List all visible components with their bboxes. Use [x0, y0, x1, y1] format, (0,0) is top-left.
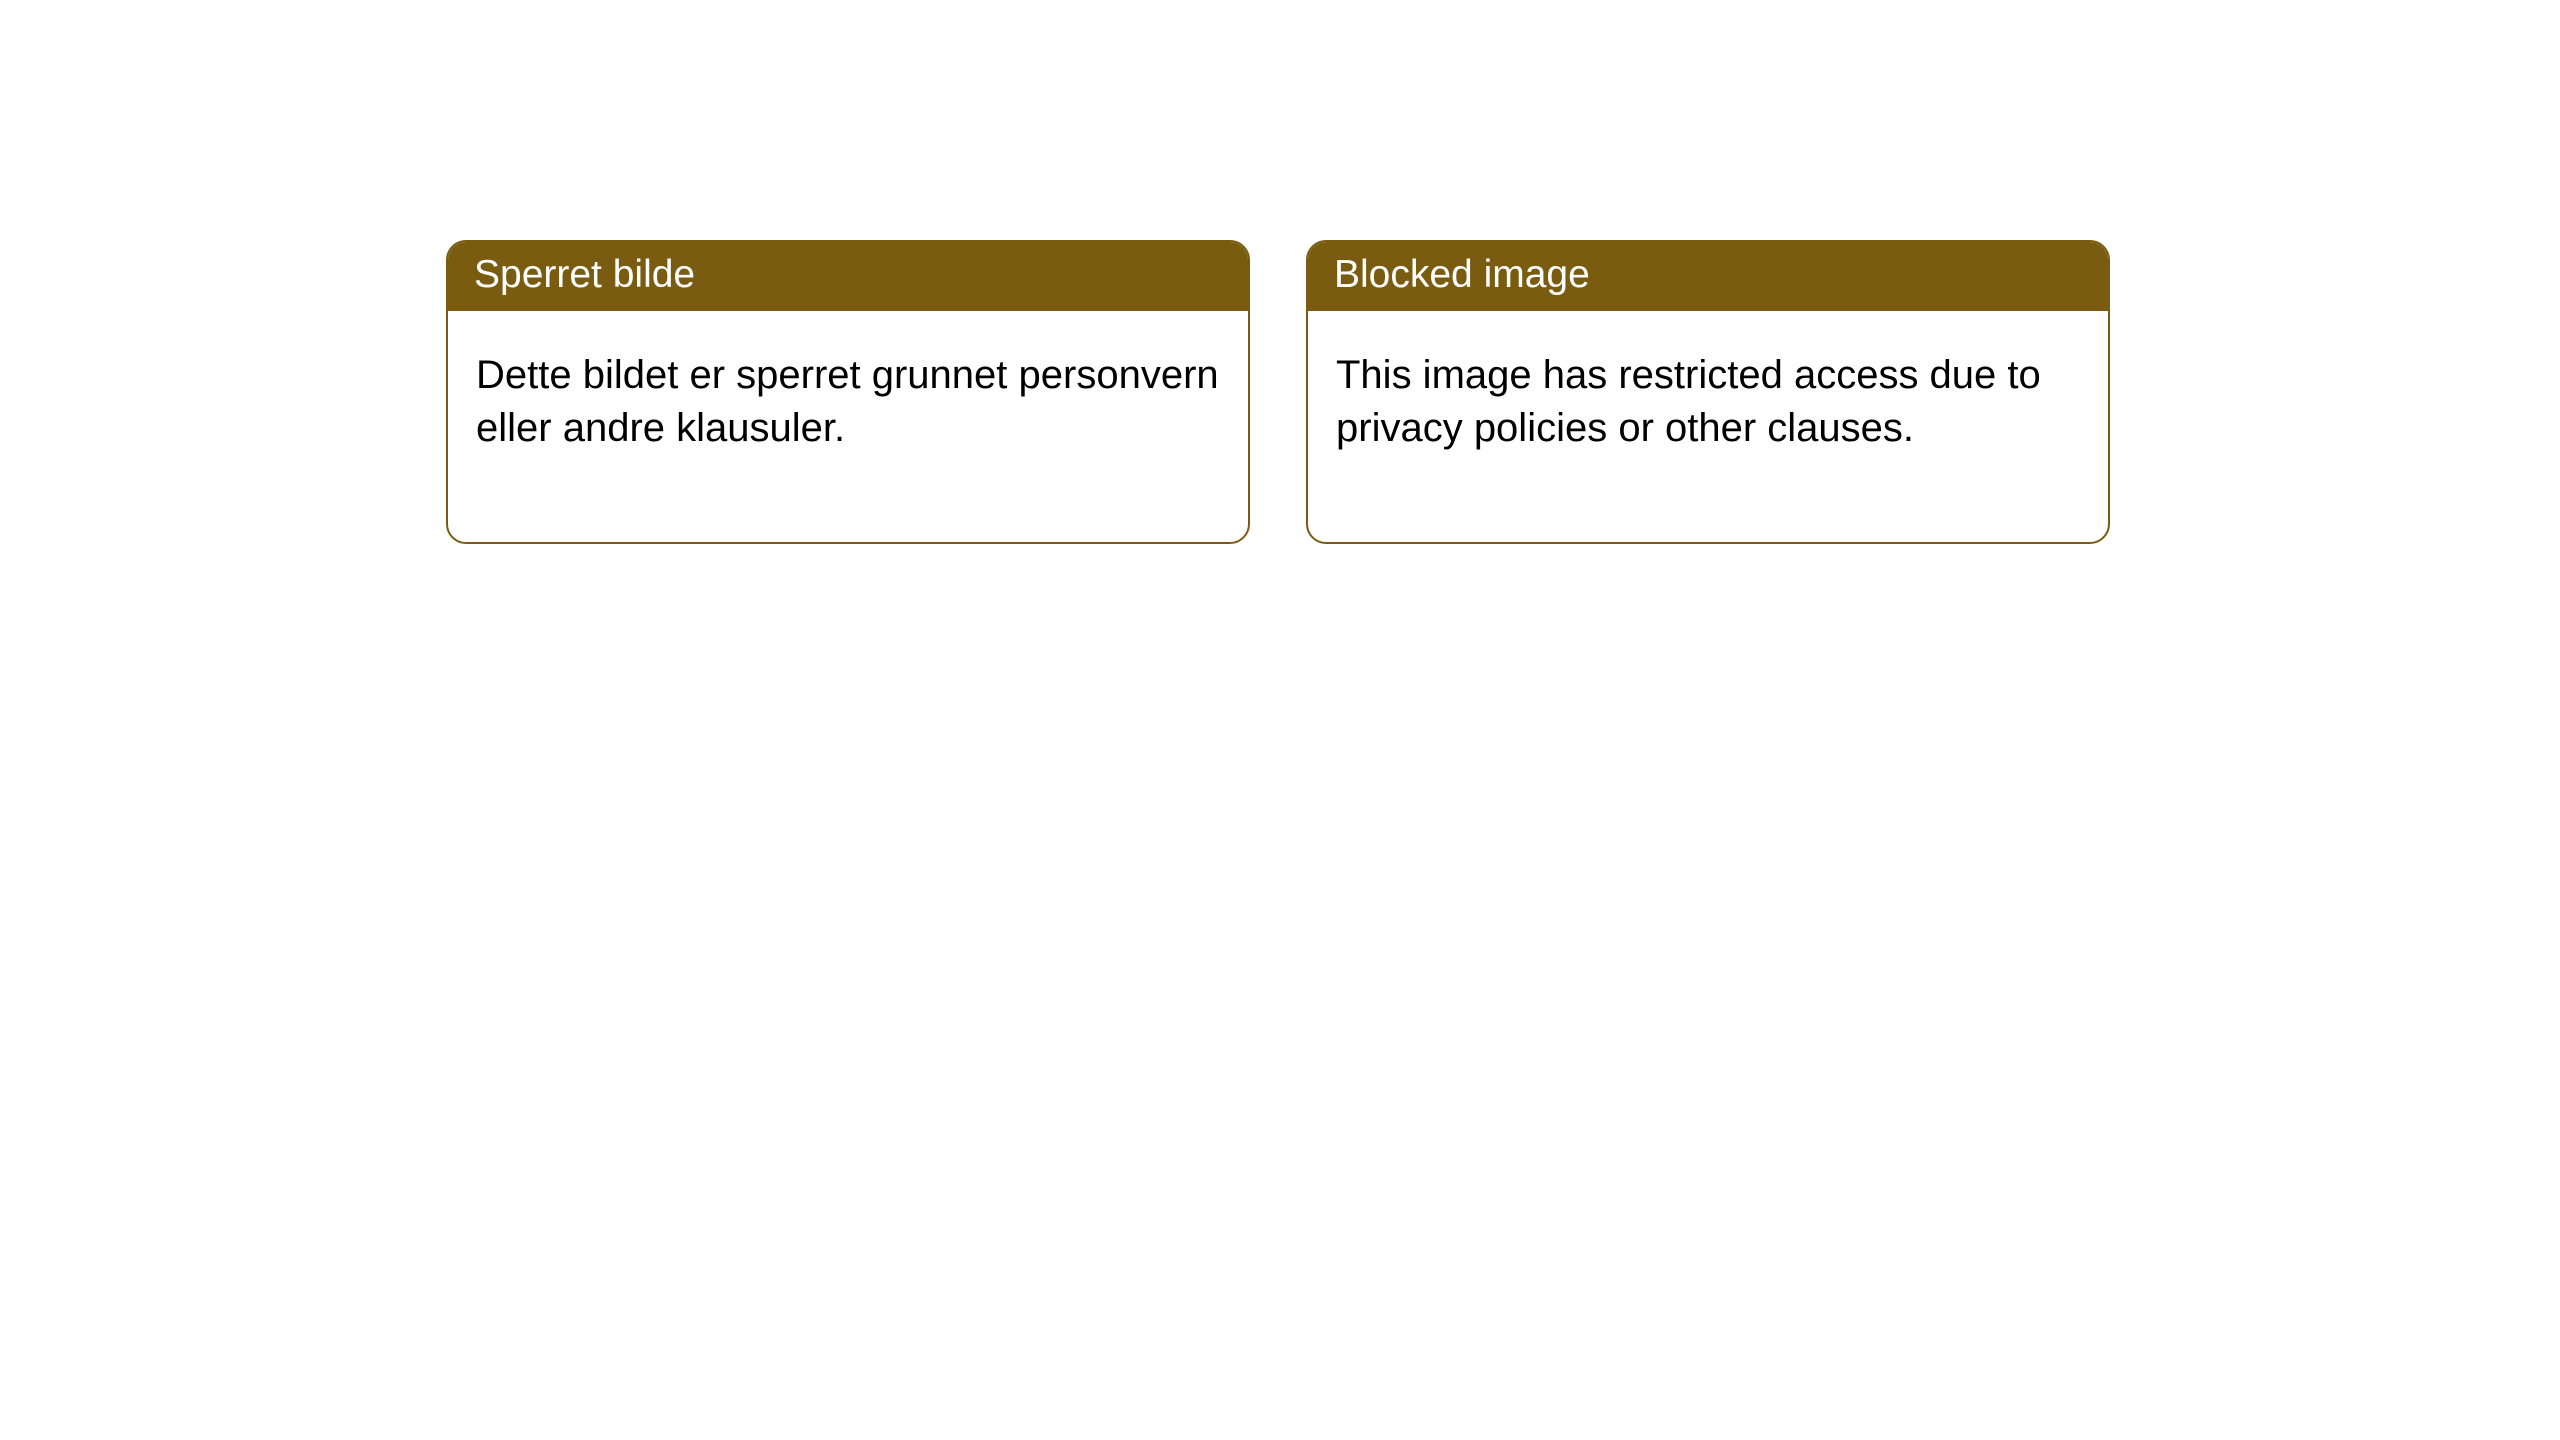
- notice-title: Sperret bilde: [448, 242, 1248, 311]
- notice-card-norwegian: Sperret bilde Dette bildet er sperret gr…: [446, 240, 1250, 544]
- notice-container: Sperret bilde Dette bildet er sperret gr…: [0, 0, 2560, 544]
- notice-body-text: This image has restricted access due to …: [1308, 311, 2108, 543]
- notice-body-text: Dette bildet er sperret grunnet personve…: [448, 311, 1248, 543]
- notice-title: Blocked image: [1308, 242, 2108, 311]
- notice-card-english: Blocked image This image has restricted …: [1306, 240, 2110, 544]
